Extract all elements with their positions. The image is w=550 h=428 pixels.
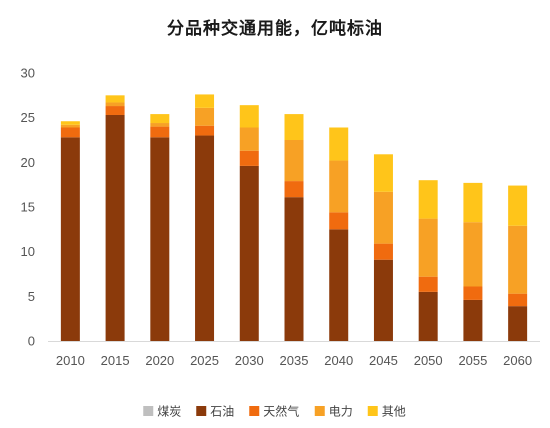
bar-segment xyxy=(463,182,483,223)
x-tick-label: 2010 xyxy=(56,353,85,368)
x-tick-label: 2030 xyxy=(235,353,264,368)
x-tick-label: 2050 xyxy=(414,353,443,368)
bar-segment xyxy=(195,107,215,126)
bar-segment xyxy=(239,127,259,151)
bar-segment xyxy=(105,102,125,107)
bar-segment xyxy=(105,95,125,103)
legend-swatch xyxy=(143,406,154,416)
bar-segment xyxy=(463,286,483,300)
bar-segment xyxy=(239,165,259,341)
bar-segment xyxy=(329,160,349,213)
bar-segment xyxy=(463,222,483,287)
y-tick-label: 5 xyxy=(28,289,35,304)
bar-segment xyxy=(508,306,528,341)
legend-swatch xyxy=(314,406,325,416)
y-tick-label: 10 xyxy=(21,244,35,259)
bar-segment xyxy=(105,106,125,115)
bar-segment xyxy=(150,126,170,138)
bar-segment xyxy=(418,291,438,341)
x-tick-label: 2045 xyxy=(369,353,398,368)
bar-segment xyxy=(418,276,438,292)
bar-segment xyxy=(508,225,528,294)
bar-segment xyxy=(284,181,304,198)
x-tick-label: 2040 xyxy=(324,353,353,368)
bar-segment xyxy=(329,229,349,341)
bar-segment xyxy=(373,154,393,192)
bar-segment xyxy=(60,121,80,125)
bar-segment xyxy=(195,125,215,136)
x-tick-label: 2055 xyxy=(458,353,487,368)
bar-segment xyxy=(105,114,125,341)
y-tick-label: 20 xyxy=(21,155,35,170)
bar-segment xyxy=(463,299,483,341)
bar-segment xyxy=(150,137,170,341)
x-tick-label: 2020 xyxy=(145,353,174,368)
bar-segment xyxy=(239,105,259,128)
y-tick-label: 0 xyxy=(28,334,35,349)
legend-label: 天然气 xyxy=(263,404,299,419)
bar-segment xyxy=(284,114,304,140)
x-tick-label: 2035 xyxy=(280,353,309,368)
bar-segment xyxy=(373,243,393,260)
bar-segment xyxy=(150,114,170,124)
bar-segment xyxy=(508,293,528,307)
bar-segment xyxy=(60,127,80,138)
bar-segment xyxy=(150,123,170,127)
y-tick-label: 15 xyxy=(21,200,35,215)
bar-segment xyxy=(508,185,528,226)
chart-title: 分品种交通用能，亿吨标油 xyxy=(167,19,383,39)
bar-segment xyxy=(329,127,349,161)
x-tick-label: 2060 xyxy=(503,353,532,368)
bar-segment xyxy=(284,140,304,182)
bar-segment xyxy=(373,259,393,341)
legend-swatch xyxy=(367,406,378,416)
bar-segment xyxy=(284,197,304,341)
legend-label: 石油 xyxy=(210,405,234,419)
legend-swatch xyxy=(196,406,207,416)
bar-segment xyxy=(418,180,438,219)
legend-label: 煤炭 xyxy=(157,405,181,419)
bar-segment xyxy=(60,124,80,128)
bar-segment xyxy=(195,135,215,341)
legend-label: 电力 xyxy=(329,405,353,419)
legend-label: 其他 xyxy=(382,405,406,419)
bar-segment xyxy=(373,191,393,244)
legend-swatch xyxy=(249,406,260,416)
bar-segment xyxy=(418,218,438,277)
x-tick-label: 2025 xyxy=(190,353,219,368)
bar-segment xyxy=(329,212,349,230)
bar-segment xyxy=(60,137,80,341)
y-tick-label: 30 xyxy=(21,66,35,81)
x-tick-label: 2015 xyxy=(101,353,130,368)
bar-segment xyxy=(195,94,215,108)
y-tick-label: 25 xyxy=(21,110,35,125)
bar-segment xyxy=(239,150,259,166)
